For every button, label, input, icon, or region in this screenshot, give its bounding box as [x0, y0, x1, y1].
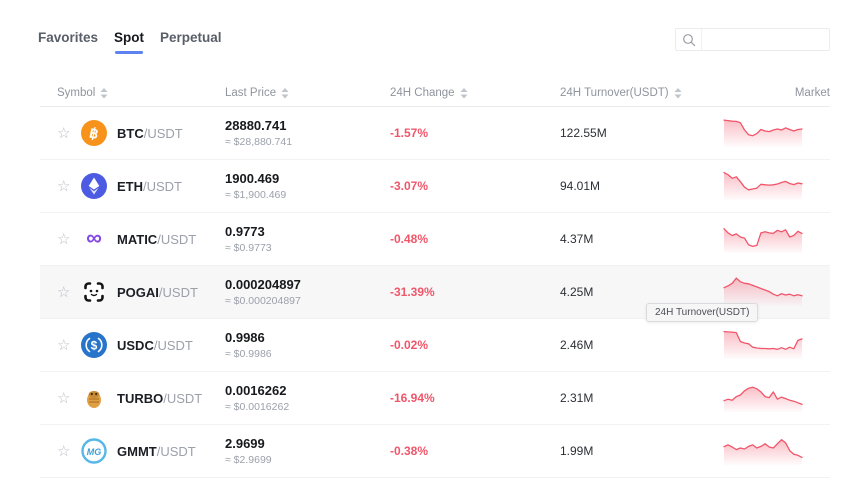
last-price: 0.9986 [225, 330, 265, 345]
usd-approx-price: ≈ $2.9699 [225, 454, 272, 466]
market-tabs: Favorites Spot Perpetual [38, 30, 222, 54]
usd-approx-price: ≈ $28,880.741 [225, 136, 293, 148]
last-price: 28880.741 [225, 118, 287, 133]
star-outline-icon[interactable]: ☆ [57, 389, 71, 407]
tab-spot[interactable]: Spot [114, 30, 144, 54]
market-row-usdc[interactable]: ☆ $ USDC/USDT 0.9986 ≈ $0.9986 -0.02% 2.… [40, 319, 830, 372]
last-price: 0.0016262 [225, 383, 287, 398]
pair-label: POGAI/USDT [117, 284, 198, 300]
change-24h: -0.48% [390, 232, 429, 246]
usd-approx-price: ≈ $0.0016262 [225, 401, 290, 413]
usd-approx-price: ≈ $1,900.469 [225, 189, 287, 201]
turnover-24h: 1.99M [560, 444, 594, 458]
price-sparkline-chart [723, 326, 803, 365]
market-row-btc[interactable]: ☆ ฿ BTC/USDT 28880.741 ≈ $28,880.741 -1.… [40, 107, 830, 160]
sort-arrows-icon [460, 87, 468, 98]
star-outline-icon[interactable]: ☆ [57, 124, 71, 142]
tab-favorites[interactable]: Favorites [38, 30, 99, 45]
market-row-pogai[interactable]: ☆ POGAI/USDT 0.000204897 ≈ $0.000204897 … [40, 266, 830, 319]
usd-approx-price: ≈ $0.9986 [225, 348, 272, 360]
change-24h: -3.07% [390, 179, 429, 193]
market-row-eth[interactable]: ☆ ETH/USDT 1900.469 ≈ $1,900.469 -3.07% … [40, 160, 830, 213]
sort-arrows-icon [674, 87, 682, 98]
table-header: Symbol Last Price 24H Change 24H Turnove… [40, 80, 830, 107]
sort-arrows-icon [100, 87, 108, 98]
star-outline-icon[interactable]: ☆ [57, 177, 71, 195]
svg-text:∞: ∞ [86, 226, 102, 250]
market-row-matic[interactable]: ☆ ∞ MATIC/USDT 0.9773 ≈ $0.9773 -0.48% 4… [40, 213, 830, 266]
price-sparkline-chart [723, 167, 803, 206]
price-sparkline-chart [723, 220, 803, 259]
svg-text:฿: ฿ [88, 124, 100, 142]
matic-coin-icon: ∞ [81, 226, 107, 252]
turnover-24h: 4.37M [560, 232, 594, 246]
last-price: 0.000204897 [225, 277, 301, 292]
star-outline-icon[interactable]: ☆ [57, 442, 71, 460]
price-sparkline-chart [723, 273, 803, 312]
usdc-coin-icon: $ [81, 332, 107, 358]
btc-coin-icon: ฿ [81, 120, 107, 146]
svg-text:MG: MG [87, 447, 102, 457]
price-sparkline-chart [723, 379, 803, 418]
turnover-24h: 2.46M [560, 338, 594, 352]
turnover-24h: 122.55M [560, 126, 607, 140]
tab-perpetual[interactable]: Perpetual [160, 30, 222, 45]
last-price: 1900.469 [225, 171, 280, 186]
eth-coin-icon [81, 173, 107, 199]
change-24h: -31.39% [390, 285, 435, 299]
usd-approx-price: ≈ $0.9773 [225, 242, 272, 254]
usd-approx-price: ≈ $0.000204897 [225, 295, 301, 307]
turnover-tooltip: 24H Turnover(USDT) [646, 303, 759, 322]
gmmt-coin-icon: MG [81, 438, 107, 464]
price-sparkline-chart [723, 432, 803, 471]
star-outline-icon[interactable]: ☆ [57, 283, 71, 301]
search-input[interactable] [701, 29, 823, 50]
column-header-price[interactable]: Last Price [225, 87, 390, 99]
search-icon [683, 33, 696, 46]
star-outline-icon[interactable]: ☆ [57, 336, 71, 354]
svg-text:$: $ [91, 339, 98, 353]
pair-label: GMMT/USDT [117, 443, 196, 459]
last-price: 2.9699 [225, 436, 265, 451]
column-header-symbol[interactable]: Symbol [40, 87, 225, 99]
change-24h: -0.38% [390, 444, 429, 458]
pair-label: MATIC/USDT [117, 231, 197, 247]
turnover-24h: 2.31M [560, 391, 594, 405]
turbo-coin-icon [81, 385, 107, 411]
star-outline-icon[interactable]: ☆ [57, 230, 71, 248]
price-sparkline-chart [723, 114, 803, 153]
search-box[interactable] [675, 28, 830, 51]
turnover-24h: 94.01M [560, 179, 601, 193]
market-row-turbo[interactable]: ☆ TURBO/USDT 0.0016262 ≈ $0.0016262 -16.… [40, 372, 830, 425]
column-header-turnover[interactable]: 24H Turnover(USDT) [560, 87, 723, 99]
market-row-gmmt[interactable]: ☆ MG GMMT/USDT 2.9699 ≈ $2.9699 -0.38% 1… [40, 425, 830, 478]
pair-label: TURBO/USDT [117, 390, 203, 406]
change-24h: -1.57% [390, 126, 429, 140]
column-header-change[interactable]: 24H Change [390, 87, 560, 99]
pair-label: BTC/USDT [117, 125, 183, 141]
last-price: 0.9773 [225, 224, 265, 239]
sort-arrows-icon [281, 87, 289, 98]
pair-label: USDC/USDT [117, 337, 193, 353]
pair-label: ETH/USDT [117, 178, 182, 194]
table-body: ☆ ฿ BTC/USDT 28880.741 ≈ $28,880.741 -1.… [40, 107, 830, 478]
change-24h: -0.02% [390, 338, 429, 352]
turnover-24h: 4.25M [560, 285, 594, 299]
column-header-market: Market [794, 87, 830, 99]
change-24h: -16.94% [390, 391, 435, 405]
market-table: Symbol Last Price 24H Change 24H Turnove… [40, 80, 830, 478]
pogai-coin-icon [81, 279, 107, 305]
